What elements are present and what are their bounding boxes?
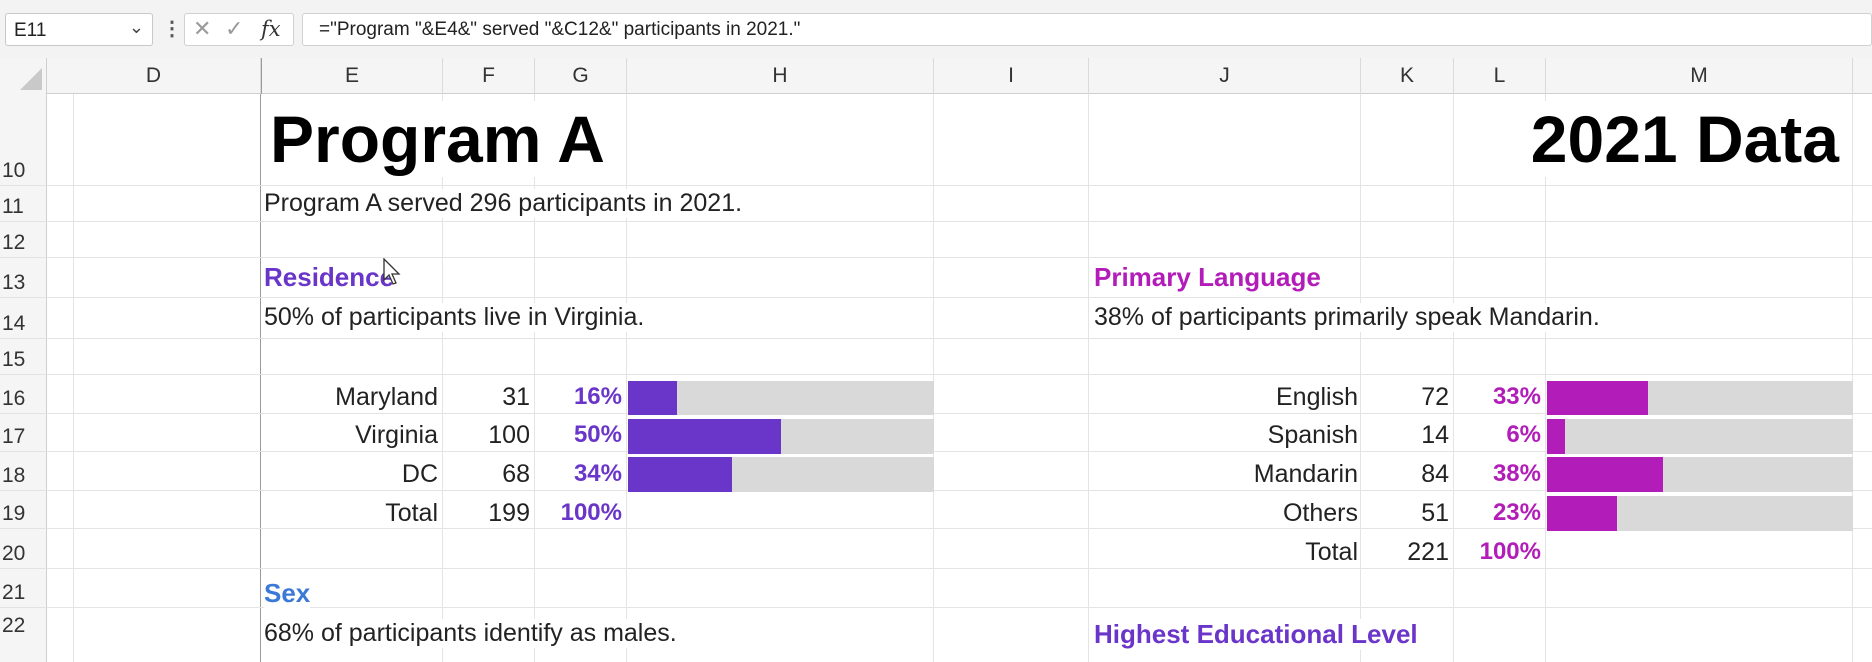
column-header-h[interactable]: H (627, 58, 934, 94)
enter-icon[interactable]: ✓ (225, 16, 244, 41)
formula-bar: E11 ⌄ ⋮ ✕ ✓ fx ="Program "&E4&" served "… (0, 0, 1872, 58)
language-count: 51 (1421, 499, 1449, 527)
residence-bar-fill (628, 381, 677, 415)
language-pct: 33% (1492, 383, 1541, 410)
row-header-12[interactable]: 12 (0, 222, 47, 258)
language-heading: Primary Language (1094, 262, 1321, 293)
education-heading: Highest Educational Level (1094, 619, 1422, 650)
mouse-cursor-icon (383, 258, 401, 285)
residence-pct: 16% (573, 383, 622, 410)
column-header-j[interactable]: J (1089, 58, 1361, 94)
residence-count: 31 (502, 383, 530, 411)
sex-statement: 68% of participants identify as males. (264, 619, 681, 648)
residence-pct: 50% (573, 421, 622, 448)
cancel-icon[interactable]: ✕ (193, 16, 212, 41)
language-total-label: Total (1305, 538, 1358, 566)
language-bar (1547, 496, 1853, 531)
residence-label: Maryland (335, 383, 438, 411)
page-title: Program A (270, 101, 611, 177)
residence-label: Virginia (355, 421, 438, 449)
more-options-icon[interactable]: ⋮ (162, 18, 182, 40)
name-box[interactable]: E11 ⌄ (5, 13, 153, 46)
language-bar (1547, 457, 1853, 492)
row-header-21[interactable]: 21 (0, 569, 47, 608)
language-label: English (1276, 383, 1358, 411)
language-total-pct: 100% (1479, 538, 1541, 565)
row-header-16[interactable]: 16 (0, 375, 47, 414)
residence-statement: 50% of participants live in Virginia. (264, 303, 649, 332)
column-header-e[interactable]: E (261, 58, 443, 94)
row-header-22[interactable]: 22 (2, 614, 26, 637)
row-header-20[interactable]: 20 (0, 529, 47, 569)
residence-bar (628, 381, 934, 415)
language-bar (1547, 381, 1853, 415)
formula-input[interactable]: ="Program "&E4&" served "&C12&" particip… (302, 13, 1872, 46)
language-bar-fill (1547, 419, 1566, 454)
residence-bar-fill (628, 457, 733, 492)
row-header-11[interactable]: 11 (0, 186, 47, 222)
name-box-value: E11 (14, 20, 47, 41)
column-header-g[interactable]: G (535, 58, 627, 94)
column-header-k[interactable]: K (1361, 58, 1454, 94)
select-all-button[interactable] (0, 58, 47, 94)
language-count: 72 (1421, 383, 1449, 411)
language-label: Spanish (1267, 421, 1358, 449)
language-bar-fill (1547, 457, 1664, 492)
language-pct: 23% (1492, 499, 1541, 526)
column-header-m[interactable]: M (1546, 58, 1853, 94)
row-headers: 10 11 12 13 14 15 16 17 18 19 20 21 22 (0, 94, 47, 662)
summary-text: Program A served 296 participants in 202… (264, 189, 747, 218)
column-header-i[interactable]: I (934, 58, 1089, 94)
column-header-l[interactable]: L (1454, 58, 1546, 94)
chevron-down-icon[interactable]: ⌄ (128, 17, 144, 37)
residence-bar (628, 457, 934, 492)
residence-total-pct: 100% (560, 499, 622, 526)
language-bar-fill (1547, 496, 1618, 531)
row-header-19[interactable]: 19 (0, 491, 47, 529)
residence-count: 68 (502, 460, 530, 488)
sex-heading: Sex (264, 578, 311, 609)
language-bar (1547, 419, 1853, 454)
column-headers: D E F G H I J K L M (0, 58, 1872, 94)
residence-total-label: Total (385, 499, 438, 527)
row-header-14[interactable]: 14 (0, 298, 47, 339)
language-label: Others (1282, 499, 1358, 527)
residence-bar-fill (628, 419, 781, 454)
residence-count: 100 (488, 421, 530, 449)
residence-bar (628, 419, 934, 454)
language-count: 84 (1421, 460, 1449, 488)
row-header-10[interactable]: 10 (0, 94, 47, 186)
residence-total-count: 199 (488, 499, 530, 527)
language-count: 14 (1421, 421, 1449, 449)
language-pct: 6% (1506, 421, 1541, 448)
formula-buttons: ✕ ✓ fx (184, 13, 294, 46)
row-header-18[interactable]: 18 (0, 452, 47, 491)
language-bar-fill (1547, 381, 1648, 415)
residence-label: DC (401, 460, 438, 488)
year-title: 2021 Data (1524, 101, 1839, 177)
residence-pct: 34% (573, 460, 622, 487)
language-label: Mandarin (1253, 460, 1358, 488)
language-pct: 38% (1492, 460, 1541, 487)
row-header-17[interactable]: 17 (0, 414, 47, 452)
language-statement: 38% of participants primarily speak Mand… (1094, 303, 1604, 332)
column-header-f[interactable]: F (443, 58, 535, 94)
column-header-d[interactable]: D (47, 58, 261, 94)
language-total-count: 221 (1407, 538, 1449, 566)
insert-function-icon[interactable]: fx (261, 17, 281, 41)
row-header-15[interactable]: 15 (0, 339, 47, 375)
residence-heading: Residence (264, 262, 395, 293)
row-header-13[interactable]: 13 (0, 258, 47, 298)
sheet-grid[interactable] (47, 94, 1872, 662)
